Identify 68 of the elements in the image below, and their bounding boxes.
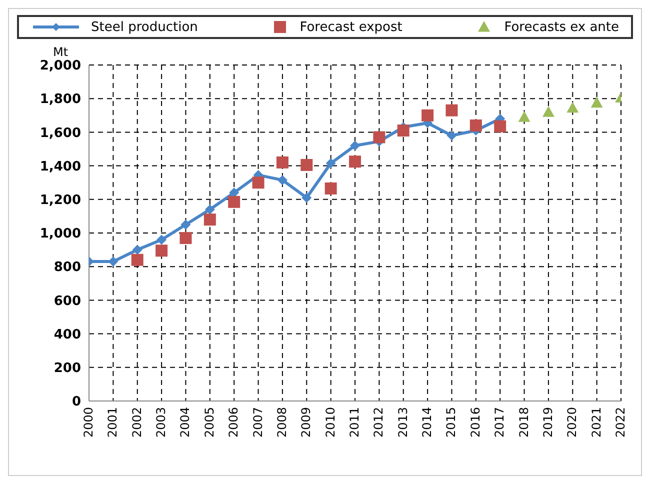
y-tick-label: 400 bbox=[54, 327, 81, 342]
point bbox=[470, 119, 482, 132]
y-tick-label: 1,200 bbox=[40, 193, 81, 208]
point bbox=[518, 111, 530, 122]
point bbox=[204, 214, 216, 226]
x-tick-label: 2010 bbox=[323, 407, 338, 438]
point bbox=[300, 158, 313, 171]
x-tick-label: 2016 bbox=[468, 407, 482, 438]
legend-label: Forecasts ex ante bbox=[504, 20, 619, 34]
x-tick-label: 2008 bbox=[274, 407, 289, 438]
point bbox=[446, 130, 457, 141]
point bbox=[131, 254, 144, 266]
point bbox=[228, 196, 240, 208]
y-tick-label: 200 bbox=[54, 361, 81, 376]
point bbox=[326, 158, 336, 168]
point bbox=[349, 156, 361, 168]
x-tick-label: 2006 bbox=[226, 407, 241, 438]
x-tick-label: 2013 bbox=[396, 407, 410, 438]
x-tick-label: 2001 bbox=[106, 407, 120, 438]
point bbox=[108, 256, 118, 267]
x-tick-label: 2009 bbox=[299, 407, 314, 438]
point bbox=[132, 244, 142, 255]
point bbox=[494, 120, 506, 132]
point bbox=[252, 176, 264, 189]
y-tick-label: 0 bbox=[72, 394, 81, 410]
point bbox=[156, 234, 167, 245]
point bbox=[324, 182, 337, 194]
point bbox=[350, 140, 360, 151]
point bbox=[542, 106, 554, 117]
x-tick-label: 2007 bbox=[250, 407, 265, 438]
legend-label: Forecast expost bbox=[300, 20, 402, 34]
point bbox=[422, 109, 434, 122]
point bbox=[302, 192, 312, 203]
y-axis-title: Mt bbox=[53, 45, 68, 59]
x-tick-label: 2022 bbox=[614, 407, 628, 438]
x-tick-label: 2021 bbox=[589, 407, 604, 438]
y-tick-label: 2,000 bbox=[40, 58, 81, 74]
x-tick-label: 2002 bbox=[130, 407, 144, 438]
y-tick-label: 800 bbox=[54, 260, 81, 276]
x-tick-label: 2005 bbox=[202, 407, 216, 438]
y-tick-label: 600 bbox=[54, 294, 81, 309]
x-tick-label: 2020 bbox=[565, 407, 580, 438]
point bbox=[566, 102, 579, 113]
y-tick-label: 1,800 bbox=[40, 92, 81, 108]
x-tick-label: 2015 bbox=[444, 407, 458, 438]
point bbox=[180, 220, 191, 230]
point bbox=[180, 232, 192, 244]
x-tick-label: 2004 bbox=[178, 407, 192, 438]
x-tick-label: 2019 bbox=[540, 407, 555, 438]
y-tick-label: 1,400 bbox=[40, 159, 81, 174]
legend-label: Steel production bbox=[91, 20, 198, 34]
point bbox=[373, 131, 386, 144]
point bbox=[204, 204, 215, 214]
point bbox=[590, 96, 603, 108]
point bbox=[156, 244, 168, 257]
point bbox=[446, 104, 458, 116]
x-tick-label: 2012 bbox=[372, 407, 386, 438]
point bbox=[276, 156, 288, 168]
x-tick-label: 2003 bbox=[154, 407, 168, 438]
y-tick-label: 1,000 bbox=[40, 226, 81, 242]
x-tick-label: 2018 bbox=[516, 407, 531, 438]
x-tick-label: 2017 bbox=[492, 407, 507, 438]
point bbox=[397, 124, 410, 137]
y-tick-label: 1,600 bbox=[40, 126, 81, 141]
point bbox=[277, 175, 288, 186]
x-tick-label: 2014 bbox=[420, 407, 434, 438]
x-tick-label: 2000 bbox=[82, 407, 96, 438]
x-tick-label: 2011 bbox=[348, 407, 362, 438]
